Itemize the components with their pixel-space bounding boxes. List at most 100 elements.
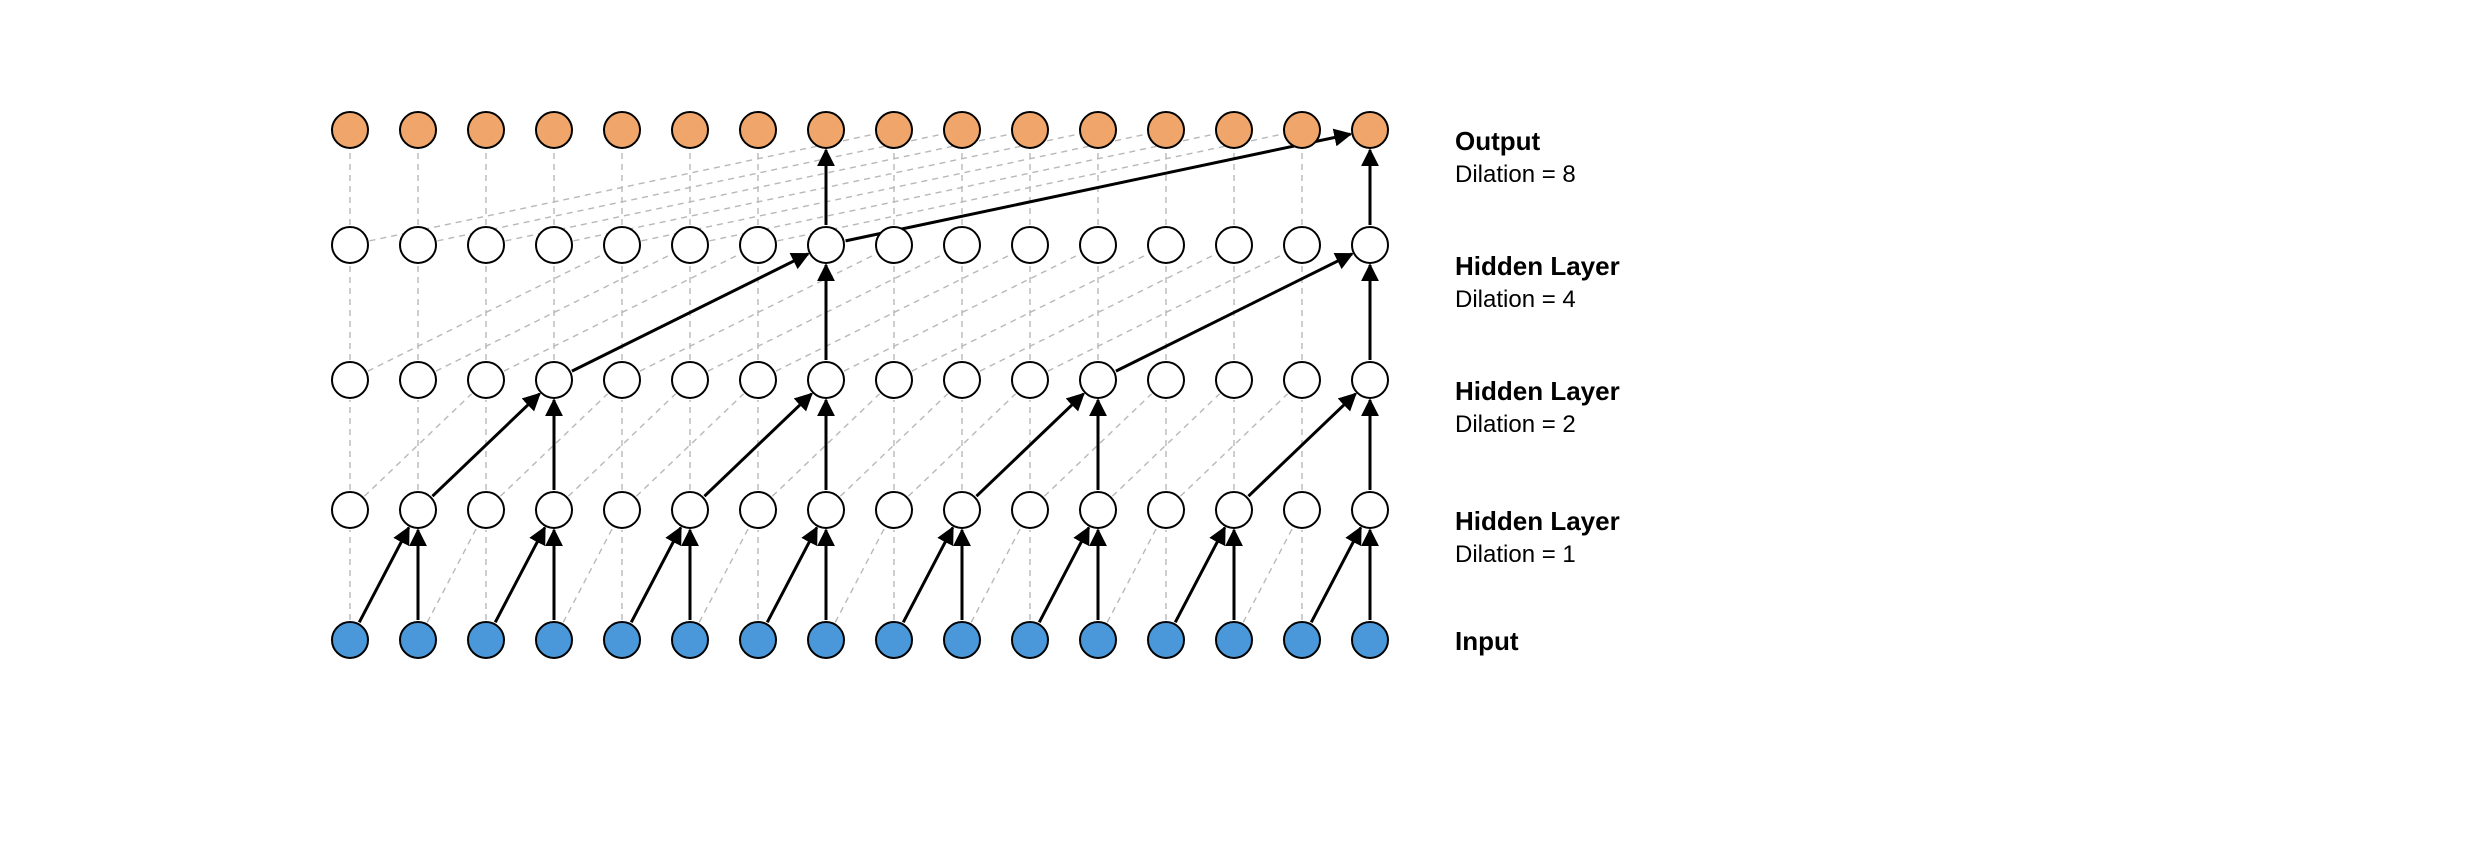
input-node bbox=[1148, 622, 1184, 658]
edge-active bbox=[767, 528, 816, 623]
hidden-node bbox=[1352, 362, 1388, 398]
hidden-node bbox=[536, 227, 572, 263]
output-node bbox=[1148, 112, 1184, 148]
hidden-node bbox=[604, 492, 640, 528]
hidden-node bbox=[1012, 227, 1048, 263]
hidden-node bbox=[944, 227, 980, 263]
hidden-node bbox=[400, 227, 436, 263]
hidden-node bbox=[400, 362, 436, 398]
hidden-node bbox=[808, 362, 844, 398]
hidden-node bbox=[468, 227, 504, 263]
hidden-node bbox=[1080, 227, 1116, 263]
edge-active bbox=[1175, 528, 1224, 623]
edge-inactive bbox=[699, 528, 748, 623]
input-node bbox=[332, 622, 368, 658]
output-node bbox=[740, 112, 776, 148]
diagram-container: Output Dilation = 8 Hidden Layer Dilation =… bbox=[0, 0, 2474, 842]
hidden-node bbox=[332, 362, 368, 398]
hidden-node bbox=[808, 492, 844, 528]
dilated-conv-diagram: Output Dilation = 8 Hidden Layer Dilation =… bbox=[0, 0, 2474, 842]
output-node bbox=[808, 112, 844, 148]
hidden-node bbox=[808, 227, 844, 263]
output-node bbox=[1352, 112, 1388, 148]
layer-label-sub: Dilation = 4 bbox=[1455, 286, 1576, 313]
hidden-node bbox=[1148, 227, 1184, 263]
layer-label-sub: Dilation = 1 bbox=[1455, 541, 1576, 568]
input-node bbox=[1080, 622, 1116, 658]
input-node bbox=[740, 622, 776, 658]
output-node bbox=[944, 112, 980, 148]
edge-inactive bbox=[1243, 528, 1292, 623]
output-node bbox=[1080, 112, 1116, 148]
edge-active bbox=[631, 528, 680, 623]
hidden-node bbox=[672, 362, 708, 398]
hidden-node bbox=[740, 362, 776, 398]
hidden-node bbox=[1284, 492, 1320, 528]
edge-inactive bbox=[563, 528, 612, 623]
hidden-node bbox=[1216, 362, 1252, 398]
hidden-node bbox=[1080, 492, 1116, 528]
edge-inactive bbox=[835, 528, 884, 623]
hidden-node bbox=[536, 362, 572, 398]
edge-inactive bbox=[971, 528, 1020, 623]
hidden-node bbox=[672, 492, 708, 528]
hidden-node bbox=[400, 492, 436, 528]
layer-label-title: Output bbox=[1455, 126, 1541, 156]
edge-active bbox=[495, 528, 544, 623]
input-node bbox=[808, 622, 844, 658]
output-node bbox=[1284, 112, 1320, 148]
layer-label-sub: Dilation = 2 bbox=[1455, 411, 1576, 438]
output-node bbox=[604, 112, 640, 148]
output-node bbox=[1216, 112, 1252, 148]
input-node bbox=[400, 622, 436, 658]
nodes bbox=[332, 112, 1388, 658]
input-node bbox=[604, 622, 640, 658]
layer-label-title: Input bbox=[1455, 626, 1519, 656]
hidden-node bbox=[536, 492, 572, 528]
input-node bbox=[536, 622, 572, 658]
hidden-node bbox=[944, 362, 980, 398]
input-node bbox=[672, 622, 708, 658]
edge-inactive bbox=[1107, 528, 1156, 623]
hidden-node bbox=[1148, 362, 1184, 398]
input-node bbox=[876, 622, 912, 658]
hidden-node bbox=[1148, 492, 1184, 528]
edge-active bbox=[1039, 528, 1088, 623]
layer-label-title: Hidden Layer bbox=[1455, 251, 1620, 281]
hidden-node bbox=[1216, 227, 1252, 263]
edge-active bbox=[359, 528, 408, 623]
hidden-node bbox=[332, 492, 368, 528]
layer-label-title: Hidden Layer bbox=[1455, 506, 1620, 536]
edge-inactive bbox=[427, 528, 476, 623]
hidden-node bbox=[332, 227, 368, 263]
output-node bbox=[1012, 112, 1048, 148]
hidden-node bbox=[876, 362, 912, 398]
edge-active bbox=[903, 528, 952, 623]
hidden-node bbox=[1284, 227, 1320, 263]
hidden-node bbox=[740, 227, 776, 263]
hidden-node bbox=[1284, 362, 1320, 398]
hidden-node bbox=[944, 492, 980, 528]
hidden-node bbox=[740, 492, 776, 528]
output-node bbox=[332, 112, 368, 148]
input-node bbox=[944, 622, 980, 658]
input-node bbox=[1012, 622, 1048, 658]
hidden-node bbox=[1352, 492, 1388, 528]
hidden-node bbox=[1012, 492, 1048, 528]
output-node bbox=[536, 112, 572, 148]
input-node bbox=[1352, 622, 1388, 658]
layer-label-sub: Dilation = 8 bbox=[1455, 161, 1576, 188]
hidden-node bbox=[1352, 227, 1388, 263]
hidden-node bbox=[468, 362, 504, 398]
edge-active bbox=[1311, 528, 1360, 623]
hidden-node bbox=[1012, 362, 1048, 398]
input-node bbox=[1216, 622, 1252, 658]
output-node bbox=[672, 112, 708, 148]
hidden-node bbox=[876, 492, 912, 528]
input-node bbox=[468, 622, 504, 658]
hidden-node bbox=[604, 227, 640, 263]
output-node bbox=[876, 112, 912, 148]
input-node bbox=[1284, 622, 1320, 658]
hidden-node bbox=[672, 227, 708, 263]
hidden-node bbox=[468, 492, 504, 528]
